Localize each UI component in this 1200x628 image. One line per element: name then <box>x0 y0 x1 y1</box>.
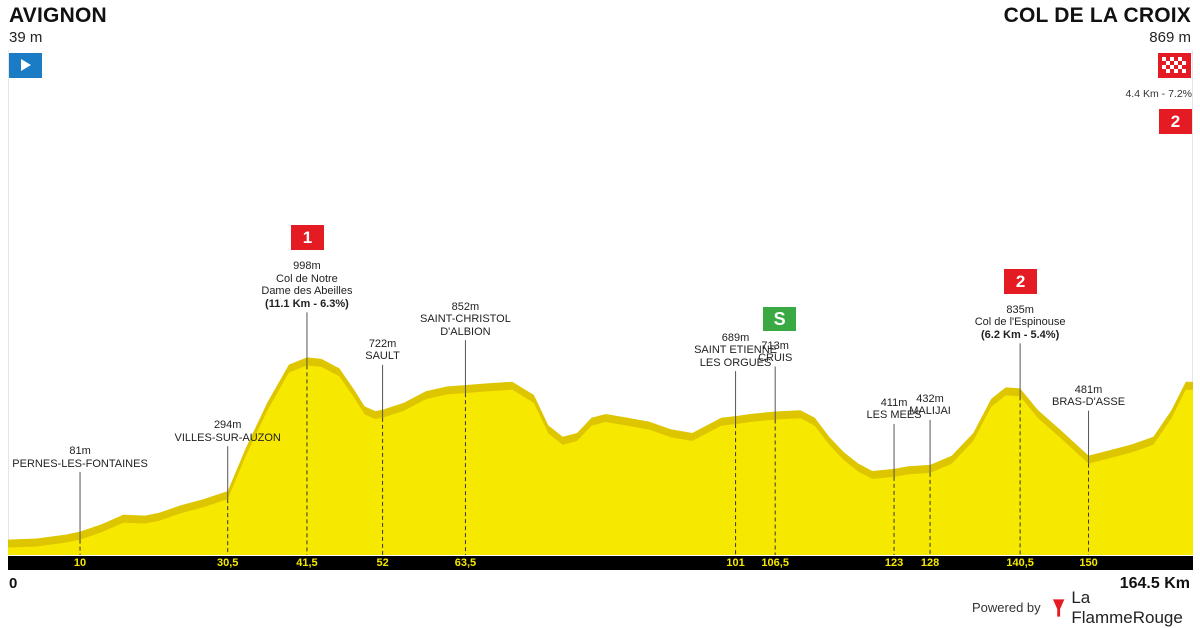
waypoint-label: 713m CRUIS <box>690 340 860 365</box>
km-tick-label: 140,5 <box>1006 557 1034 569</box>
km-tick-label: 63,5 <box>454 557 477 569</box>
km-tick-label: 52 <box>376 557 389 569</box>
waypoint-label: 481m BRAS-D'ASSE <box>1004 384 1174 409</box>
waypoint-name: SAINT ETIENNE <box>694 344 778 357</box>
waypoint-label: 411m LES MEES <box>809 397 979 422</box>
waypoint-name: LES MEES <box>866 409 922 422</box>
waypoint-name: Col de Notre <box>276 272 338 285</box>
brand-logo[interactable]: La FlammeRouge <box>1052 588 1200 627</box>
sprint-flag: S <box>763 306 797 331</box>
climb-category-flag: 2 <box>1004 268 1038 294</box>
waypoint-label: 81m PERNES-LES-FONTAINES <box>0 445 165 470</box>
climb-category-flag: 1 <box>290 225 324 251</box>
powered-by-text: Powered by <box>972 600 1041 615</box>
km-axis-bar <box>8 556 1193 570</box>
right-frame-line <box>1192 50 1193 555</box>
waypoint-label: 294m VILLES-SUR-AUZON <box>143 419 313 444</box>
profile-area <box>8 365 1193 555</box>
km-tick-label: 30,5 <box>216 557 239 569</box>
waypoint-altitude: 411m <box>880 396 908 409</box>
climb-stats: (6.2 Km - 5.4%) <box>980 328 1060 341</box>
start-altitude: 39 m <box>9 29 43 46</box>
km-tick-label: 10 <box>73 557 87 569</box>
finish-city-name: COL DE LA CROIX <box>1003 4 1191 27</box>
waypoint-label: 835m Col de l'Espinouse (6.2 Km - 5.4%) <box>935 304 1105 342</box>
km-tick-label: 101 <box>726 557 745 569</box>
km-tick-label: 106,5 <box>761 557 789 569</box>
km-tick-label: 123 <box>884 557 904 569</box>
waypoint-name: MALIJAI <box>909 405 951 418</box>
waypoint-name: BRAS-D'ASSE <box>1052 396 1126 409</box>
waypoint-label: 998m Col de Notre Dame des Abeilles (11.1 K… <box>222 260 392 310</box>
waypoint-name: SAINT-CHRISTOL <box>419 313 511 326</box>
waypoint-name: Dame des Abeilles <box>261 285 353 298</box>
brand-name: La FlammeRouge <box>1071 588 1183 627</box>
finish-category-flag: 2 <box>1159 109 1192 134</box>
waypoint-altitude: 294m <box>213 419 242 432</box>
waypoint-altitude: 713m <box>761 339 789 352</box>
finish-altitude: 869 m <box>1149 29 1191 46</box>
waypoint-name: D'ALBION <box>440 325 491 338</box>
start-city-name: AVIGNON <box>9 4 107 27</box>
finish-climb-stats: 4.4 Km - 7.2% <box>1125 88 1192 100</box>
waypoint-name: PERNES-LES-FONTAINES <box>12 457 148 470</box>
waypoint-label: 722m SAULT <box>298 338 468 363</box>
waypoint-altitude: 835m <box>1006 303 1034 316</box>
waypoint-label: 689m SAINT ETIENNE LES ORGUES <box>651 332 821 370</box>
waypoint-altitude: 998m <box>293 260 321 273</box>
km-end-label: 164.5 Km <box>1119 575 1190 592</box>
waypoint-name: LES ORGUES <box>699 356 772 369</box>
waypoint-altitude: 481m <box>1074 383 1103 396</box>
left-frame-line <box>8 50 9 555</box>
waypoint-altitude: 432m <box>916 392 944 405</box>
waypoint-altitude: 81m <box>69 445 91 457</box>
checkered-flag-icon <box>1158 53 1191 78</box>
waypoint-label: 852m SAINT-CHRISTOL D'ALBION <box>380 301 550 339</box>
waypoint-name: CRUIS <box>758 352 793 365</box>
waypoint-name: Col de l'Espinouse <box>974 316 1066 329</box>
waypoint-name: SAULT <box>365 350 400 363</box>
flame-rouge-logo-icon <box>1052 599 1065 617</box>
km-tick-label: 150 <box>1079 557 1098 569</box>
waypoint-altitude: 689m <box>721 331 750 344</box>
waypoint-altitude: 722m <box>368 337 397 350</box>
waypoint-name: VILLES-SUR-AUZON <box>174 431 281 444</box>
climb-stats: (11.1 Km - 6.3%) <box>265 297 349 310</box>
km-start-label: 0 <box>9 575 18 592</box>
play-icon <box>9 53 42 78</box>
km-tick-label: 128 <box>920 557 940 569</box>
waypoint-altitude: 852m <box>451 300 480 313</box>
km-tick-label: 41,5 <box>296 557 318 569</box>
waypoint-label: 432m MALIJAI <box>845 393 1015 418</box>
